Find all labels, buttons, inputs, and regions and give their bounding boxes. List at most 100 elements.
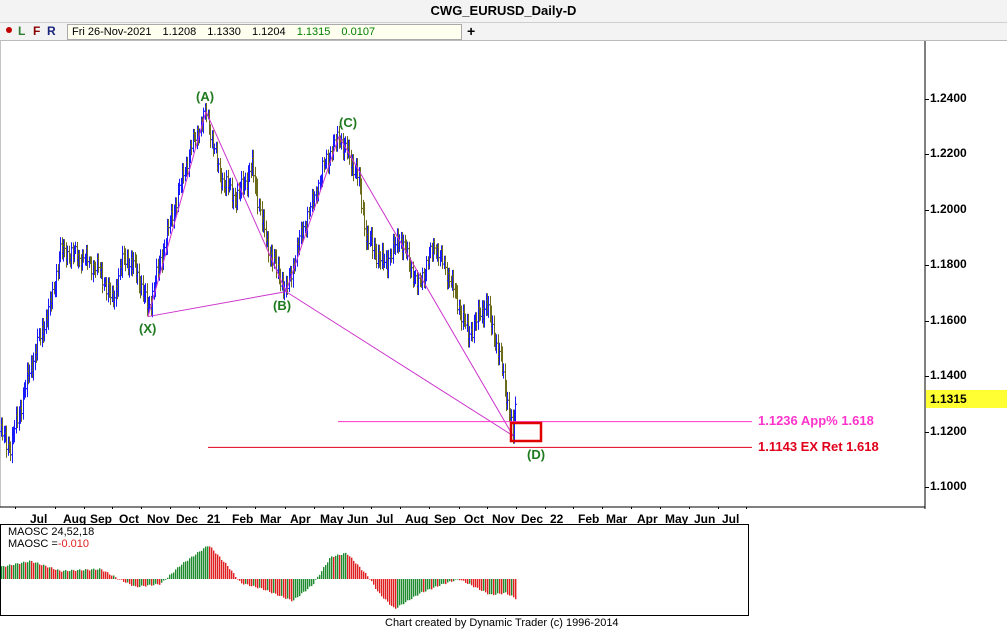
osc-bar: [355, 563, 357, 579]
osc-bar: [121, 579, 123, 580]
price-label-11400: 1.1400: [930, 368, 967, 382]
wave-label-a: (A): [196, 89, 215, 104]
osc-bar: [235, 577, 237, 579]
osc-bar: [415, 579, 417, 596]
month-label-2021: 21: [207, 512, 221, 526]
osc-bar: [177, 567, 179, 579]
osc-bar: [169, 574, 171, 579]
osc-bar: [275, 579, 277, 594]
osc-bar: [15, 563, 17, 579]
chart-credit: Chart created by Dynamic Trader (c) 1996…: [385, 617, 619, 629]
month-label-jun-2021: Jun: [347, 512, 369, 526]
osc-bar: [329, 557, 331, 579]
osc-bar: [91, 569, 93, 579]
osc-bar: [217, 554, 219, 579]
toolbar-button-f[interactable]: F: [33, 24, 41, 38]
month-label-apr-2021: Apr: [290, 512, 311, 526]
osc-bar: [497, 579, 499, 594]
osc-bar: [289, 579, 291, 600]
osc-bar: [111, 575, 113, 579]
osc-bar: [507, 579, 509, 595]
axis-ticks: [15, 99, 929, 509]
osc-bar: [387, 579, 389, 602]
osc-bar: [395, 579, 397, 609]
osc-bar: [455, 579, 457, 580]
osc-bar: [269, 579, 271, 592]
osc-bar: [45, 565, 47, 579]
osc-bar: [313, 579, 315, 585]
osc-bar: [117, 579, 119, 580]
price-label-11600: 1.1600: [930, 313, 967, 327]
osc-bar: [101, 569, 103, 579]
osc-bar: [203, 548, 205, 579]
ohlc-open: 1.1208: [162, 26, 197, 38]
add-button[interactable]: +: [467, 23, 476, 39]
osc-bar: [145, 579, 147, 587]
osc-bar: [81, 570, 83, 579]
osc-bar: [277, 579, 279, 596]
osc-bar: [457, 579, 459, 580]
ohlc-change: 0.0107: [341, 26, 376, 38]
osc-bar: [11, 565, 13, 579]
osc-bar: [223, 561, 225, 579]
pattern-line-xa: [147, 111, 207, 317]
osc-bar: [319, 574, 321, 579]
osc-bar: [187, 560, 189, 579]
price-label-11800: 1.1800: [930, 257, 967, 271]
oscillator-histogram: [1, 546, 517, 609]
osc-bar: [447, 579, 449, 583]
osc-bar: [285, 579, 287, 599]
osc-bar: [33, 562, 35, 579]
toolbar-button-l[interactable]: L: [18, 24, 26, 38]
osc-bar: [439, 579, 441, 586]
osc-bar: [181, 564, 183, 579]
osc-bar: [385, 579, 387, 600]
osc-bar: [71, 569, 73, 579]
osc-bar: [147, 579, 149, 586]
oscillator-panel[interactable]: [0, 520, 750, 616]
osc-bar: [393, 579, 395, 608]
osc-bar: [413, 579, 415, 597]
ohlc-date: Fri 26-Nov-2021: [72, 26, 152, 38]
osc-bar: [483, 579, 485, 591]
osc-bar: [127, 579, 129, 583]
osc-bar: [349, 556, 351, 579]
pattern-line-xb: [147, 291, 287, 318]
osc-bar: [221, 559, 223, 579]
ohlc-low: 1.1204: [251, 26, 286, 38]
osc-bar: [311, 579, 313, 587]
osc-bar: [495, 579, 497, 595]
osc-bar: [41, 565, 43, 579]
wave-label-x: (X): [139, 321, 157, 336]
osc-bar: [247, 579, 249, 585]
month-label-jul-2021: Jul: [376, 512, 394, 526]
record-dot-icon[interactable]: [6, 27, 12, 33]
osc-bar: [511, 579, 513, 596]
toolbar-button-r[interactable]: R: [47, 24, 56, 38]
price-chart[interactable]: [0, 41, 1007, 509]
osc-bar: [113, 575, 115, 579]
osc-bar: [381, 579, 383, 597]
osc-bar: [143, 579, 145, 586]
osc-bar: [327, 562, 329, 579]
price-label-12000: 1.2000: [930, 202, 967, 216]
osc-bar: [27, 562, 29, 579]
osc-bar: [251, 579, 253, 587]
osc-bar: [5, 566, 7, 579]
month-label-dec-2020: Dec: [176, 512, 199, 526]
osc-bar: [307, 579, 309, 590]
osc-bar: [29, 560, 31, 579]
osc-bar: [431, 579, 433, 590]
osc-bar: [409, 579, 411, 601]
level-label-app: 1.1236 App% 1.618: [758, 413, 874, 428]
osc-bar: [131, 579, 133, 586]
month-label-2022: 22: [550, 512, 564, 526]
level-label-ex-ret: 1.1143 EX Ret 1.618: [758, 439, 879, 454]
osc-bar: [389, 579, 391, 605]
osc-bar: [35, 562, 37, 579]
osc-bar: [137, 579, 139, 588]
osc-bar: [17, 563, 19, 579]
osc-bar: [469, 579, 471, 584]
osc-bar: [239, 579, 241, 581]
osc-bar: [19, 563, 21, 579]
